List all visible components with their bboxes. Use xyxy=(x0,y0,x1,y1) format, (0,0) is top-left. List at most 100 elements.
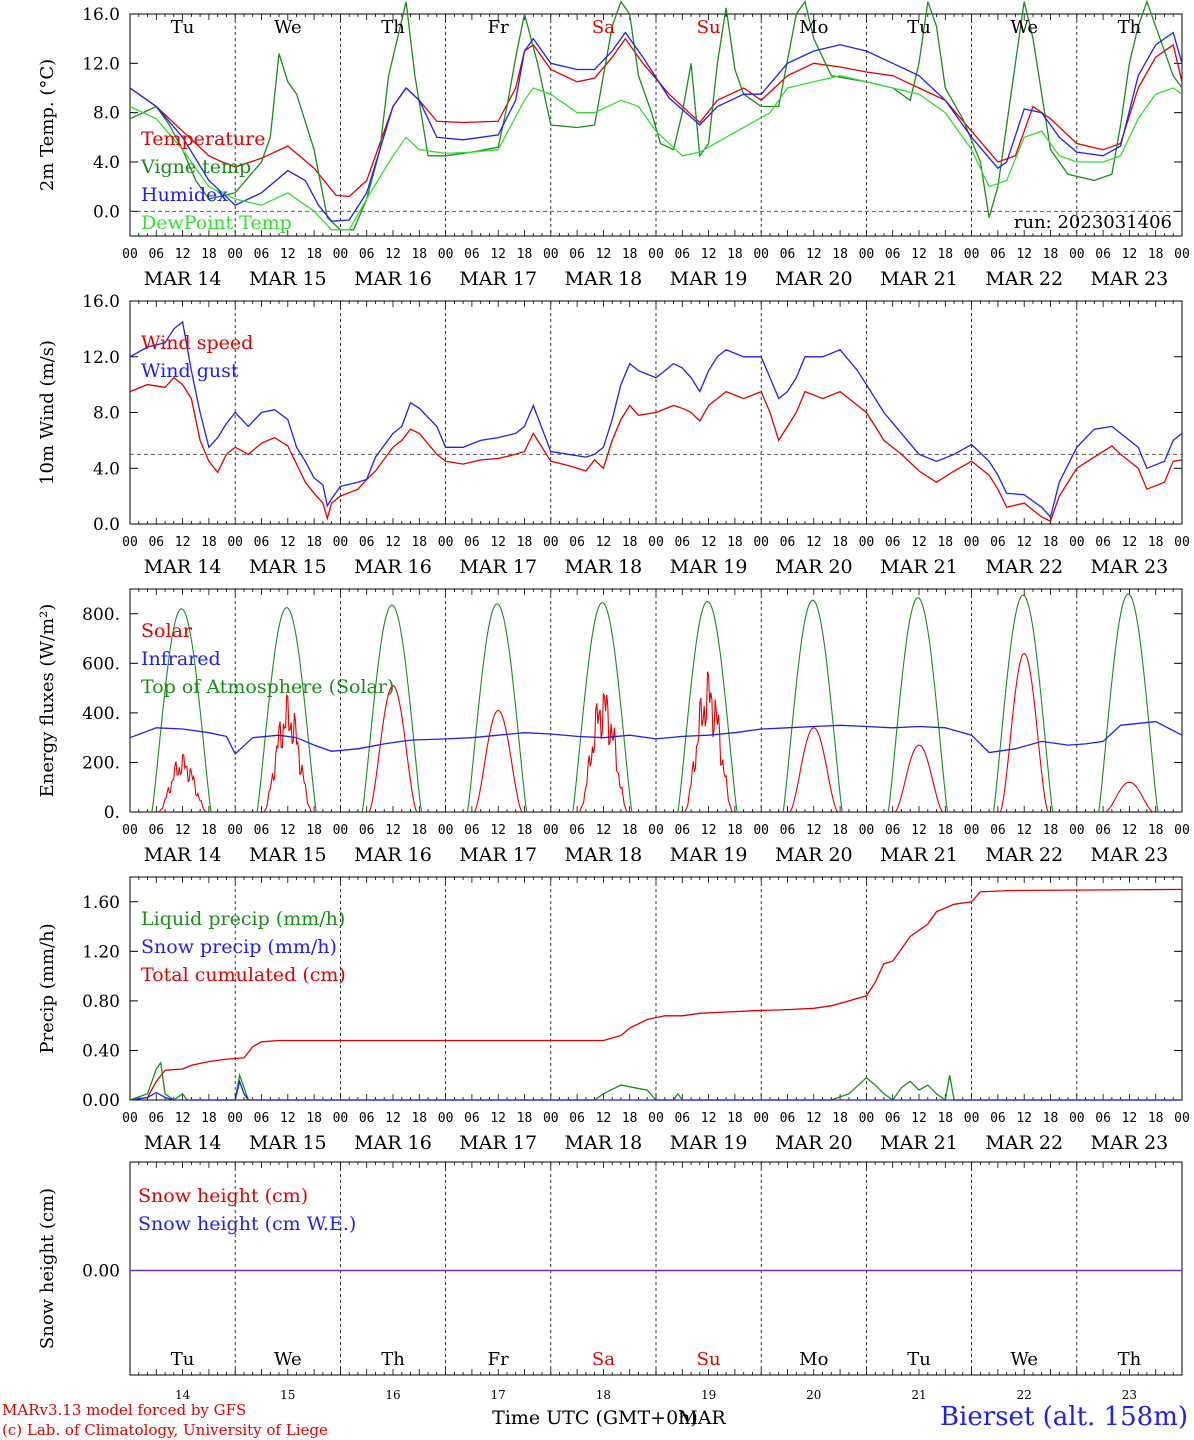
day-number-label: 17 xyxy=(491,1388,506,1402)
hour-tick-label: 18 xyxy=(201,1111,217,1126)
series-infrared xyxy=(129,720,1183,755)
hour-tick-label: 06 xyxy=(359,1111,375,1126)
date-label: MAR 19 xyxy=(670,268,748,290)
hour-tick-label: 06 xyxy=(674,247,690,262)
hour-tick-label: 00 xyxy=(333,823,349,838)
hour-tick-label: 06 xyxy=(885,535,901,550)
hour-tick-label: 06 xyxy=(990,823,1006,838)
hour-tick-label: 18 xyxy=(727,535,743,550)
date-label: MAR 20 xyxy=(775,268,853,290)
date-label: MAR 23 xyxy=(1091,268,1169,290)
date-label: MAR 18 xyxy=(565,268,643,290)
legend-entry: Top of Atmosphere (Solar) xyxy=(141,676,394,698)
y-tick-label: 800. xyxy=(82,605,120,625)
hour-tick-label: 12 xyxy=(596,247,612,262)
date-label: MAR 21 xyxy=(880,1132,958,1154)
hour-tick-label: 00 xyxy=(964,247,980,262)
hour-tick-label: 18 xyxy=(517,247,533,262)
y-axis-label: Snow height (cm) xyxy=(37,1188,58,1349)
hour-tick-label: 06 xyxy=(885,823,901,838)
hour-tick-label: 06 xyxy=(148,247,164,262)
date-label: MAR 16 xyxy=(354,1132,432,1154)
day-number-label: 14 xyxy=(175,1388,191,1402)
series-wind-speed xyxy=(129,376,1183,523)
hour-tick-label: 00 xyxy=(122,823,138,838)
hour-tick-label: 18 xyxy=(201,535,217,550)
y-tick-label: 12.0 xyxy=(82,54,120,74)
date-label: MAR 17 xyxy=(459,556,537,578)
model-credit: MARv3.13 model forced by GFS (c) Lab. of… xyxy=(2,1400,328,1440)
weekday-label: Fr xyxy=(488,17,509,38)
hour-tick-label: 00 xyxy=(648,823,664,838)
y-axis-label: Energy fluxes (W/m²) xyxy=(37,604,58,798)
hour-tick-label: 06 xyxy=(674,1111,690,1126)
date-label: MAR 15 xyxy=(249,844,327,866)
hour-tick-label: 18 xyxy=(727,823,743,838)
y-tick-label: 0.0 xyxy=(93,202,120,222)
day-number-label: 23 xyxy=(1122,1388,1137,1402)
hour-tick-label: 18 xyxy=(411,1111,427,1126)
date-label: MAR 16 xyxy=(354,268,432,290)
hour-ticks xyxy=(129,1162,1183,1375)
weekday-label: Th xyxy=(1118,1349,1142,1370)
series-solar xyxy=(158,652,1154,813)
hour-tick-label: 00 xyxy=(543,823,559,838)
hour-tick-label: 12 xyxy=(280,247,296,262)
y-tick-label: 8.0 xyxy=(93,104,120,124)
weekday-label: Su xyxy=(697,17,721,38)
weekday-label: Mo xyxy=(799,1349,828,1370)
date-label: MAR 19 xyxy=(670,844,748,866)
hour-tick-label: 12 xyxy=(806,1111,822,1126)
credit-line-2: (c) Lab. of Climatology, University of L… xyxy=(2,1421,328,1439)
hour-tick-label: 12 xyxy=(385,1111,401,1126)
hour-tick-label: 12 xyxy=(701,1111,717,1126)
hour-tick-label: 06 xyxy=(990,535,1006,550)
legend-entry: Vigne temp xyxy=(140,156,251,178)
date-label: MAR 22 xyxy=(985,1132,1063,1154)
series-humidex xyxy=(129,31,1183,222)
hour-tick-label: 12 xyxy=(806,535,822,550)
hour-tick-label: 18 xyxy=(622,823,638,838)
hour-tick-label: 00 xyxy=(964,823,980,838)
y-axis-label: 10m Wind (m/s) xyxy=(37,340,58,485)
date-label: MAR 14 xyxy=(144,556,222,578)
hour-tick-label: 00 xyxy=(859,1111,875,1126)
hour-tick-label: 12 xyxy=(490,535,506,550)
legend-entry: Snow precip (mm/h) xyxy=(141,936,337,958)
hour-tick-label: 12 xyxy=(280,535,296,550)
hour-tick-label: 06 xyxy=(780,535,796,550)
hour-tick-label: 06 xyxy=(990,1111,1006,1126)
hour-tick-label: 00 xyxy=(648,1111,664,1126)
hour-tick-label: 12 xyxy=(385,823,401,838)
hour-tick-label: 06 xyxy=(674,535,690,550)
date-label: MAR 21 xyxy=(880,844,958,866)
hour-tick-label: 12 xyxy=(596,823,612,838)
hour-tick-label: 12 xyxy=(596,535,612,550)
hour-tick-label: 12 xyxy=(596,1111,612,1126)
hour-tick-label: 12 xyxy=(701,535,717,550)
date-label: MAR 16 xyxy=(354,844,432,866)
hour-tick-label: 18 xyxy=(1148,247,1164,262)
legend-entry: Temperature xyxy=(141,128,265,150)
hour-tick-label: 12 xyxy=(1122,247,1138,262)
hour-tick-label: 00 xyxy=(122,1111,138,1126)
hour-tick-label: 06 xyxy=(148,1111,164,1126)
y-tick-label: 600. xyxy=(82,654,120,674)
hour-tick-label: 00 xyxy=(438,247,454,262)
hour-tick-label: 12 xyxy=(701,247,717,262)
date-label: MAR 17 xyxy=(459,844,537,866)
date-label: MAR 17 xyxy=(459,268,537,290)
station-label: Bierset (alt. 158m) xyxy=(939,1402,1188,1432)
y-tick-label: 0.80 xyxy=(82,992,120,1012)
hour-tick-label: 18 xyxy=(937,247,953,262)
weekday-label: Tu xyxy=(171,17,195,38)
hour-tick-label: 12 xyxy=(1122,535,1138,550)
hour-tick-label: 06 xyxy=(1095,823,1111,838)
legend-entry: Infrared xyxy=(141,648,221,670)
hour-tick-label: 06 xyxy=(464,247,480,262)
date-label: MAR 18 xyxy=(565,844,643,866)
hour-tick-label: 18 xyxy=(727,1111,743,1126)
hour-tick-label: 18 xyxy=(832,535,848,550)
weekday-label: Th xyxy=(381,1349,405,1370)
